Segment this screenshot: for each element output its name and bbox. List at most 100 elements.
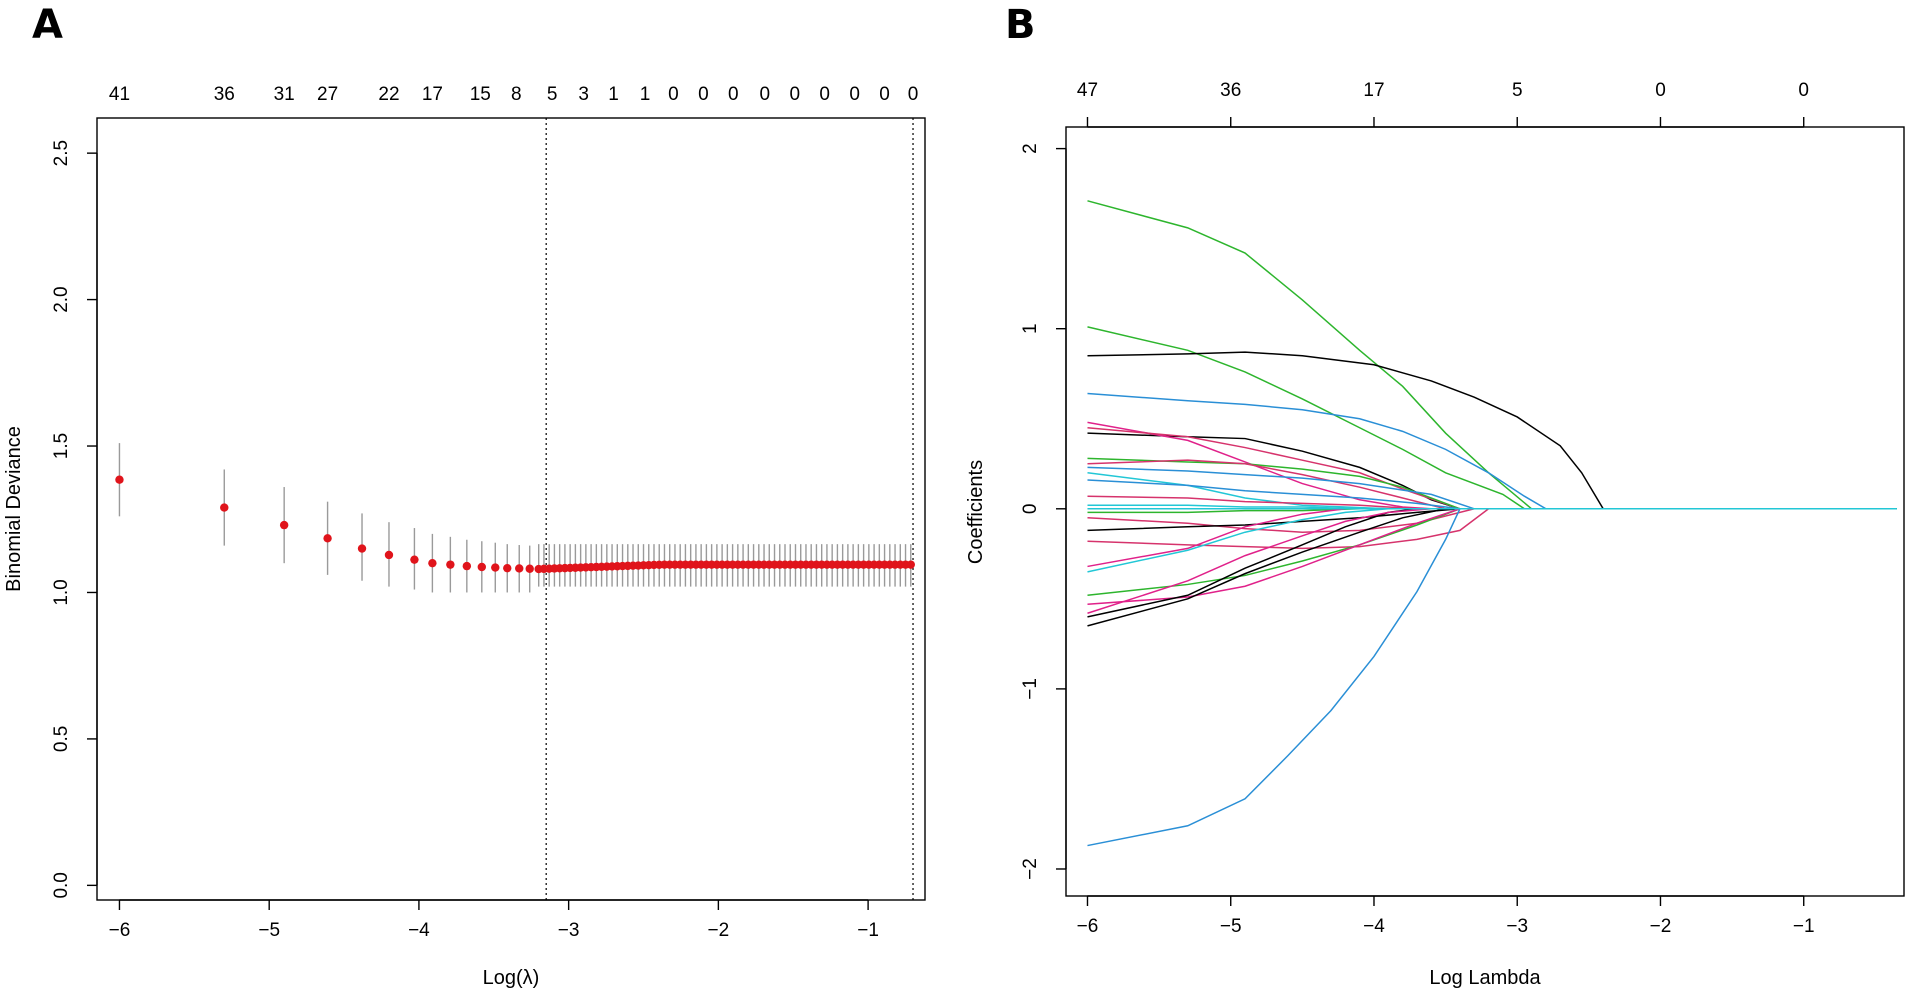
top-count-label: 3 [578, 84, 589, 105]
panel-a-y-axis: 0.0 0.5 1.0 1.5 2.0 2.5 [51, 140, 98, 899]
coef-path [1087, 508, 1897, 533]
panel-b-coefficient-paths [1087, 200, 1897, 847]
top-count-label: 0 [908, 84, 919, 105]
x-tick-label: −3 [1506, 916, 1528, 937]
top-count-label: 36 [214, 84, 235, 105]
x-tick-label: −6 [1077, 916, 1099, 937]
cv-point [323, 534, 332, 543]
panel-a-x-axis: −6 −5 −4 −3 −2 −1 [109, 899, 879, 941]
top-count-label: 0 [1798, 80, 1809, 101]
panel-b-y-axis: −2 −1 0 1 2 [1020, 143, 1067, 880]
cv-point [220, 503, 229, 512]
cv-point [410, 555, 419, 564]
top-count-label: 8 [511, 84, 522, 105]
panel-a-top-axis: 41 36 31 27 22 17 15 8 5 3 1 1 0 0 0 0 0 0 0 0 0 [109, 84, 918, 105]
y-tick-label: −2 [1020, 858, 1041, 880]
panel-b-x-label: Log Lambda [1429, 967, 1541, 989]
top-count-label: 0 [789, 84, 800, 105]
x-tick-label: −4 [1363, 916, 1385, 937]
panel-b-top-axis: 47 36 17 5 0 0 [1077, 80, 1809, 128]
cv-point [462, 561, 472, 571]
coef-path [1087, 508, 1897, 596]
y-tick-label: 1.0 [51, 579, 72, 605]
cv-point [515, 564, 524, 573]
top-count-label: 15 [470, 84, 491, 105]
panel-a-y-label: Binomial Deviance [3, 426, 25, 592]
y-tick-label: 1 [1020, 323, 1041, 334]
x-tick-label: −1 [1793, 916, 1815, 937]
panel-b-coef-plot: −6 −5 −4 −3 −2 −1 −2 −1 0 1 2 47 36 17 5 0 0 Log Lambd… [965, 80, 1905, 989]
y-tick-label: 2.0 [51, 286, 72, 312]
x-tick-label: −4 [408, 920, 430, 941]
panel-letter-b: B [1005, 2, 1036, 48]
y-tick-label: 2 [1020, 143, 1041, 154]
top-count-label: 0 [668, 84, 679, 105]
coef-path [1087, 508, 1897, 627]
coef-path [1087, 326, 1897, 510]
x-tick-label: −6 [109, 920, 131, 941]
coef-path [1087, 427, 1897, 510]
cv-point [906, 560, 915, 569]
top-count-label: 36 [1220, 80, 1241, 101]
top-count-label: 0 [1655, 80, 1666, 101]
cv-point [503, 563, 512, 573]
top-count-label: 0 [728, 84, 739, 105]
y-tick-label: −1 [1020, 678, 1041, 700]
panel-a-x-label: Log(λ) [483, 967, 540, 989]
coef-path [1087, 466, 1897, 510]
top-count-label: 17 [422, 84, 443, 105]
x-tick-label: −1 [857, 920, 879, 941]
top-count-label: 5 [547, 84, 558, 105]
top-count-label: 27 [317, 84, 338, 105]
coef-path [1087, 479, 1897, 510]
y-tick-label: 0.5 [51, 726, 72, 752]
panel-a-error-bars [118, 443, 912, 593]
cv-point [384, 550, 394, 560]
cv-point [115, 475, 124, 484]
coef-path [1087, 432, 1897, 510]
x-tick-label: −2 [708, 920, 730, 941]
coef-path [1087, 421, 1897, 510]
x-tick-label: −5 [1220, 916, 1242, 937]
coef-path [1087, 392, 1897, 510]
top-count-label: 5 [1512, 80, 1523, 101]
top-count-label: 47 [1077, 80, 1098, 101]
top-count-label: 22 [378, 84, 399, 105]
top-count-label: 41 [109, 84, 130, 105]
y-tick-label: 1.5 [51, 433, 72, 459]
top-count-label: 0 [849, 84, 860, 105]
coef-path [1087, 200, 1897, 510]
panel-letter-a: A [32, 2, 63, 48]
y-tick-label: 2.5 [51, 140, 72, 166]
panel-b-y-label: Coefficients [965, 460, 987, 564]
cv-point [357, 544, 367, 553]
top-count-label: 1 [608, 84, 619, 105]
coef-path [1087, 459, 1897, 510]
x-tick-label: −3 [558, 920, 580, 941]
coef-path [1087, 495, 1897, 510]
coef-path [1087, 457, 1897, 510]
coef-path [1087, 508, 1897, 550]
x-tick-label: −2 [1650, 916, 1672, 937]
coef-path [1087, 351, 1897, 510]
panel-b-x-axis: −6 −5 −4 −3 −2 −1 [1077, 895, 1815, 937]
top-count-label: 0 [879, 84, 890, 105]
cv-point [279, 520, 289, 530]
panel-a-lambda-lines [545, 118, 914, 900]
y-tick-label: 0 [1020, 504, 1041, 515]
cv-point [446, 560, 455, 569]
top-count-label: 0 [698, 84, 709, 105]
top-count-label: 1 [640, 84, 651, 105]
x-tick-label: −5 [258, 920, 280, 941]
coef-path [1087, 508, 1897, 847]
cv-point [477, 562, 487, 572]
top-count-label: 31 [274, 84, 295, 105]
cv-point [491, 563, 500, 572]
panel-a-cv-plot: −6 −5 −4 −3 −2 −1 0.00.51.01.52.02.5 41 36 31 27… [3, 84, 926, 989]
top-count-label: 17 [1363, 80, 1384, 101]
coef-path [1087, 508, 1897, 568]
cv-point [428, 558, 437, 568]
y-tick-label: 0.0 [51, 872, 72, 898]
cv-point [525, 564, 534, 573]
